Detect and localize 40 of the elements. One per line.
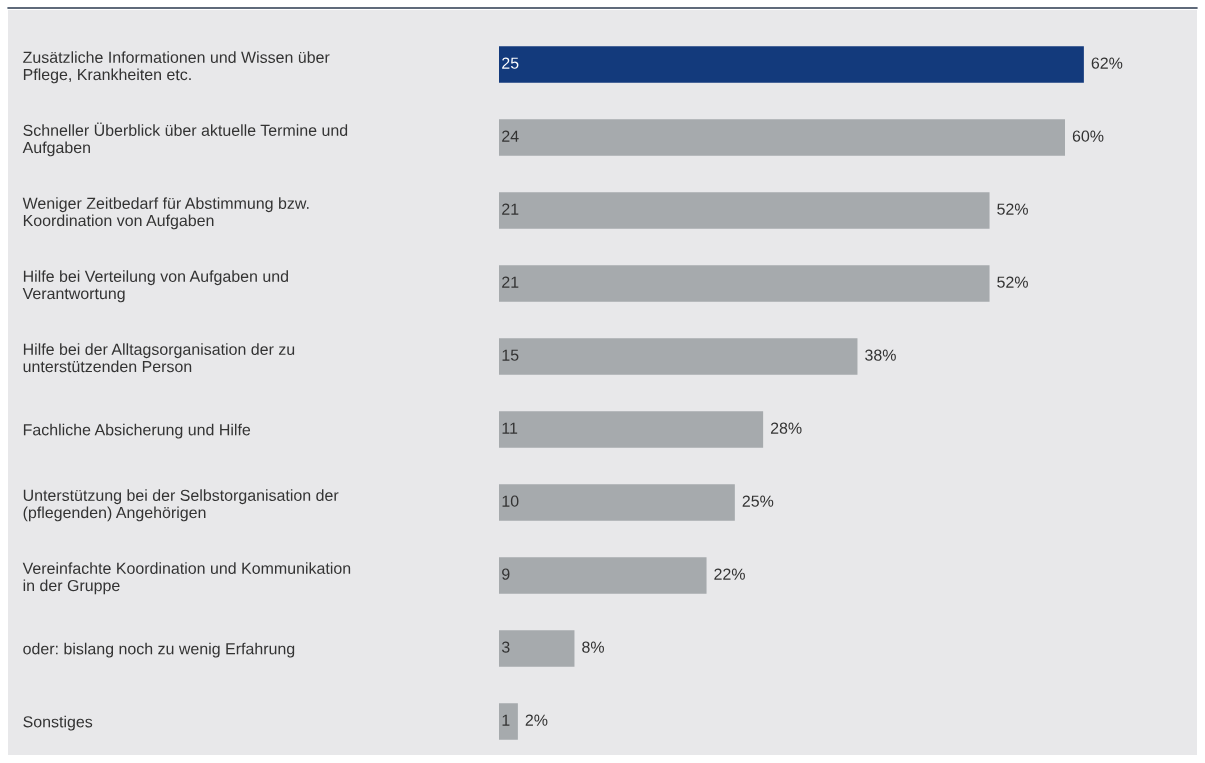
bar <box>499 703 518 740</box>
data-label: 38% <box>865 349 896 361</box>
bar <box>499 338 858 375</box>
bar <box>499 265 990 302</box>
data-label: 25% <box>742 495 774 507</box>
data-label: 52% <box>997 203 1028 215</box>
bar <box>499 119 1066 156</box>
y-tick-label: Zusätzliche Informationen und Wissen über Pflege, Krankheiten etc. <box>23 51 330 84</box>
annotation: 21 <box>502 203 519 215</box>
y-tick-label: Fachliche Absicherung und Hilfe <box>23 423 251 439</box>
y-tick-label: oder: bislang noch zu wenig Erfahrung <box>23 642 295 658</box>
annotation: 21 <box>502 276 519 288</box>
annotation: 24 <box>502 130 519 142</box>
bar <box>499 630 575 667</box>
bar <box>499 46 1084 83</box>
annotation: 3 <box>501 641 510 653</box>
annotation: 9 <box>502 568 510 580</box>
y-tick-label: Schneller Überblick über aktuelle Termine und Aufgaben <box>22 122 348 157</box>
data-label: 62% <box>1091 57 1123 69</box>
data-label: 28% <box>770 422 802 434</box>
y-tick-label: Unterstützung bei der Selbstorganisation der (pflegenden) Angehörigen <box>23 489 339 522</box>
data-label: 22% <box>714 568 745 580</box>
annotation: 1 <box>502 714 510 726</box>
data-label: 52% <box>997 276 1028 288</box>
bar <box>499 411 764 448</box>
data-label: 8% <box>582 641 604 653</box>
data-label: 2% <box>525 714 548 726</box>
bar <box>499 192 990 229</box>
data-label: 60% <box>1072 130 1104 142</box>
y-tick-label: Hilfe bei der Alltagsorganisation der zu unterstützenden Person <box>23 343 295 373</box>
bar <box>499 557 707 594</box>
annotation: 15 <box>502 349 519 361</box>
y-tick-label: Vereinfachte Koordination und Kommunikation in der Gruppe <box>22 562 351 595</box>
bar <box>499 484 735 521</box>
annotation: 25 <box>502 57 519 69</box>
annotation: 10 <box>502 495 519 507</box>
y-tick-label: Sonstiges <box>23 715 93 731</box>
y-tick-label: Weniger Zeitbedarf für Abstimmung bzw. Koordination von Aufgaben <box>22 197 309 230</box>
annotation: 11 <box>502 422 518 434</box>
y-tick-label: Hilfe bei Verteilung von Aufgaben und Verantwortung <box>22 270 288 303</box>
